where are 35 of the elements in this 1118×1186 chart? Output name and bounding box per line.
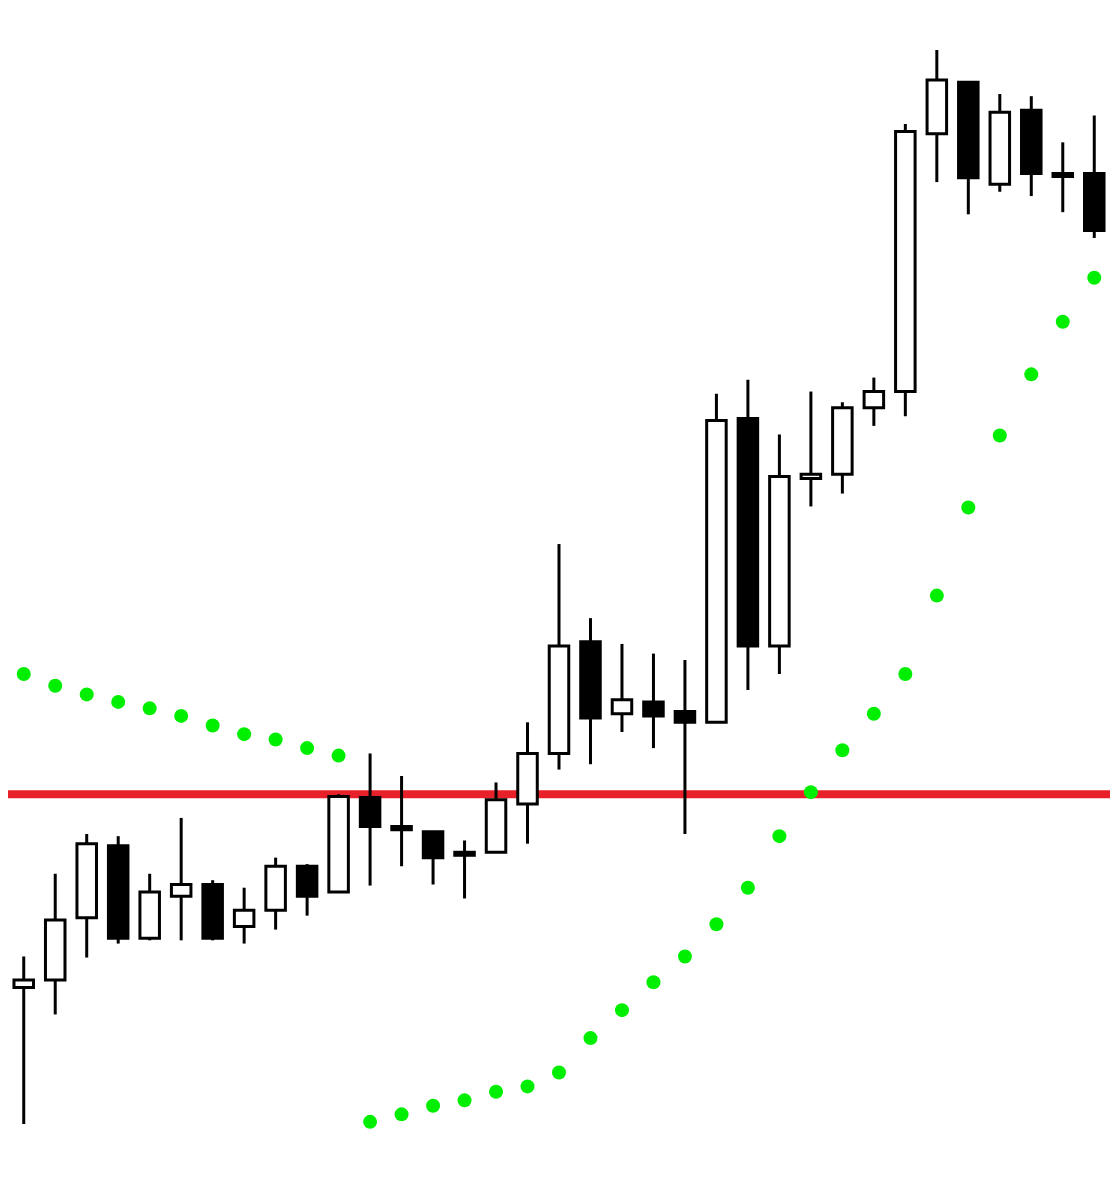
point (16, 666, 31, 681)
point (552, 1065, 566, 1080)
point (520, 1079, 535, 1094)
point (898, 666, 913, 681)
point (835, 743, 850, 758)
point (79, 687, 94, 702)
point (331, 748, 346, 763)
point (268, 732, 283, 747)
point (1024, 367, 1039, 382)
point (48, 678, 63, 693)
point (803, 785, 818, 800)
point (646, 975, 661, 990)
point (614, 1003, 629, 1018)
point (205, 718, 220, 733)
point (961, 500, 976, 515)
point (237, 727, 252, 742)
point (992, 428, 1007, 443)
point (709, 917, 724, 932)
point (457, 1093, 472, 1108)
point (929, 588, 944, 603)
point (772, 829, 787, 844)
point (583, 1031, 598, 1046)
point (174, 708, 189, 723)
point (489, 1084, 504, 1099)
point (740, 880, 755, 895)
point (300, 741, 315, 756)
point (426, 1098, 441, 1113)
point (866, 706, 881, 721)
point (1055, 314, 1070, 329)
point (111, 694, 126, 709)
point (1087, 270, 1102, 285)
point (363, 1114, 378, 1129)
point (142, 701, 157, 716)
point (394, 1107, 409, 1122)
point (677, 949, 692, 964)
